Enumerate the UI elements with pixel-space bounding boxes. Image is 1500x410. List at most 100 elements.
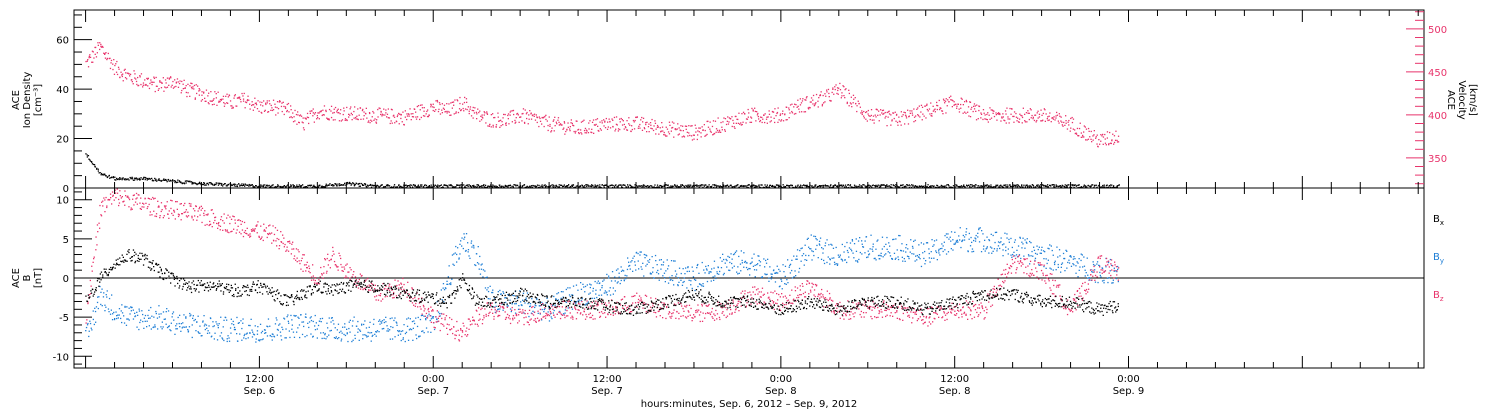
density-point <box>94 166 96 168</box>
density-point <box>948 185 950 187</box>
by-point <box>682 268 684 270</box>
bz-point <box>157 200 159 202</box>
velocity-point <box>841 92 843 94</box>
density-point <box>358 183 360 185</box>
velocity-point <box>375 121 377 123</box>
by-point <box>974 237 976 239</box>
density-point <box>535 186 537 188</box>
density-point <box>140 177 142 179</box>
by-point <box>317 324 320 327</box>
density-point <box>428 186 430 188</box>
velocity-point <box>922 113 924 115</box>
by-point <box>771 273 773 275</box>
density-point <box>761 184 763 186</box>
by-point <box>284 337 286 339</box>
bz-point <box>208 224 210 227</box>
velocity-point <box>1095 137 1097 139</box>
by-point <box>547 311 549 313</box>
density-point <box>1001 186 1003 188</box>
by-point <box>255 338 257 340</box>
by-point <box>243 337 245 339</box>
velocity-point <box>759 119 762 122</box>
velocity-tick-label: 400 <box>1428 111 1447 122</box>
velocity-point <box>815 102 817 104</box>
velocity-point <box>958 108 960 110</box>
by-point <box>886 236 888 239</box>
density-point <box>1106 184 1108 186</box>
by-point <box>738 255 740 258</box>
velocity-point <box>211 100 213 102</box>
density-point <box>886 184 888 186</box>
by-point <box>206 332 209 334</box>
density-point <box>618 184 620 186</box>
density-point <box>762 186 765 188</box>
velocity-point <box>934 111 936 113</box>
density-point <box>758 184 760 186</box>
by-point <box>570 299 573 302</box>
by-point <box>851 239 853 241</box>
velocity-point <box>226 102 228 104</box>
density-point <box>199 182 201 184</box>
velocity-point <box>191 82 193 85</box>
by-point <box>598 294 600 296</box>
bz-point <box>173 211 176 213</box>
density-point <box>1115 186 1117 188</box>
density-point <box>1068 184 1070 186</box>
velocity-point <box>218 101 220 103</box>
density-point <box>725 185 727 187</box>
by-point <box>93 323 95 326</box>
velocity-point <box>1087 127 1090 130</box>
density-point <box>932 185 934 188</box>
velocity-point <box>739 123 741 125</box>
by-point <box>783 271 785 273</box>
velocity-point <box>1040 109 1042 111</box>
velocity-point <box>899 121 901 123</box>
velocity-point <box>137 76 139 79</box>
by-point <box>179 314 181 316</box>
velocity-point <box>368 120 370 122</box>
density-point <box>185 182 187 184</box>
velocity-point <box>746 118 749 120</box>
density-point <box>523 184 526 186</box>
by-point <box>448 265 450 267</box>
by-point <box>292 331 295 333</box>
density-point <box>1087 184 1089 187</box>
by-point <box>871 248 873 250</box>
velocity-point <box>850 103 852 105</box>
velocity-point <box>958 111 961 113</box>
velocity-point <box>714 120 717 122</box>
density-point <box>836 185 839 187</box>
density-point <box>216 182 218 184</box>
velocity-point <box>195 84 197 86</box>
velocity-point <box>505 122 507 124</box>
by-point <box>337 323 340 325</box>
by-point <box>868 253 871 255</box>
velocity-point <box>562 128 564 130</box>
density-point <box>614 184 616 187</box>
by-point <box>321 337 323 340</box>
by-point <box>656 264 658 266</box>
bz-point <box>124 204 126 206</box>
bz-point <box>158 206 160 208</box>
by-point <box>151 315 153 317</box>
velocity-point <box>498 120 501 122</box>
bz-point <box>171 212 173 215</box>
density-point <box>465 184 467 187</box>
density-point <box>262 186 264 188</box>
by-point <box>1014 255 1016 257</box>
by-point <box>630 261 632 263</box>
velocity-point <box>920 104 923 106</box>
density-point <box>736 185 738 187</box>
velocity-point <box>551 127 553 129</box>
by-point <box>852 252 854 254</box>
density-point <box>235 185 237 187</box>
by-point <box>730 253 732 255</box>
by-point <box>378 331 380 333</box>
velocity-point <box>172 87 175 89</box>
bz-point <box>159 217 161 219</box>
by-point <box>942 245 944 247</box>
density-point <box>321 185 323 187</box>
by-point <box>740 270 742 272</box>
velocity-point <box>438 102 441 104</box>
density-point <box>946 184 948 186</box>
